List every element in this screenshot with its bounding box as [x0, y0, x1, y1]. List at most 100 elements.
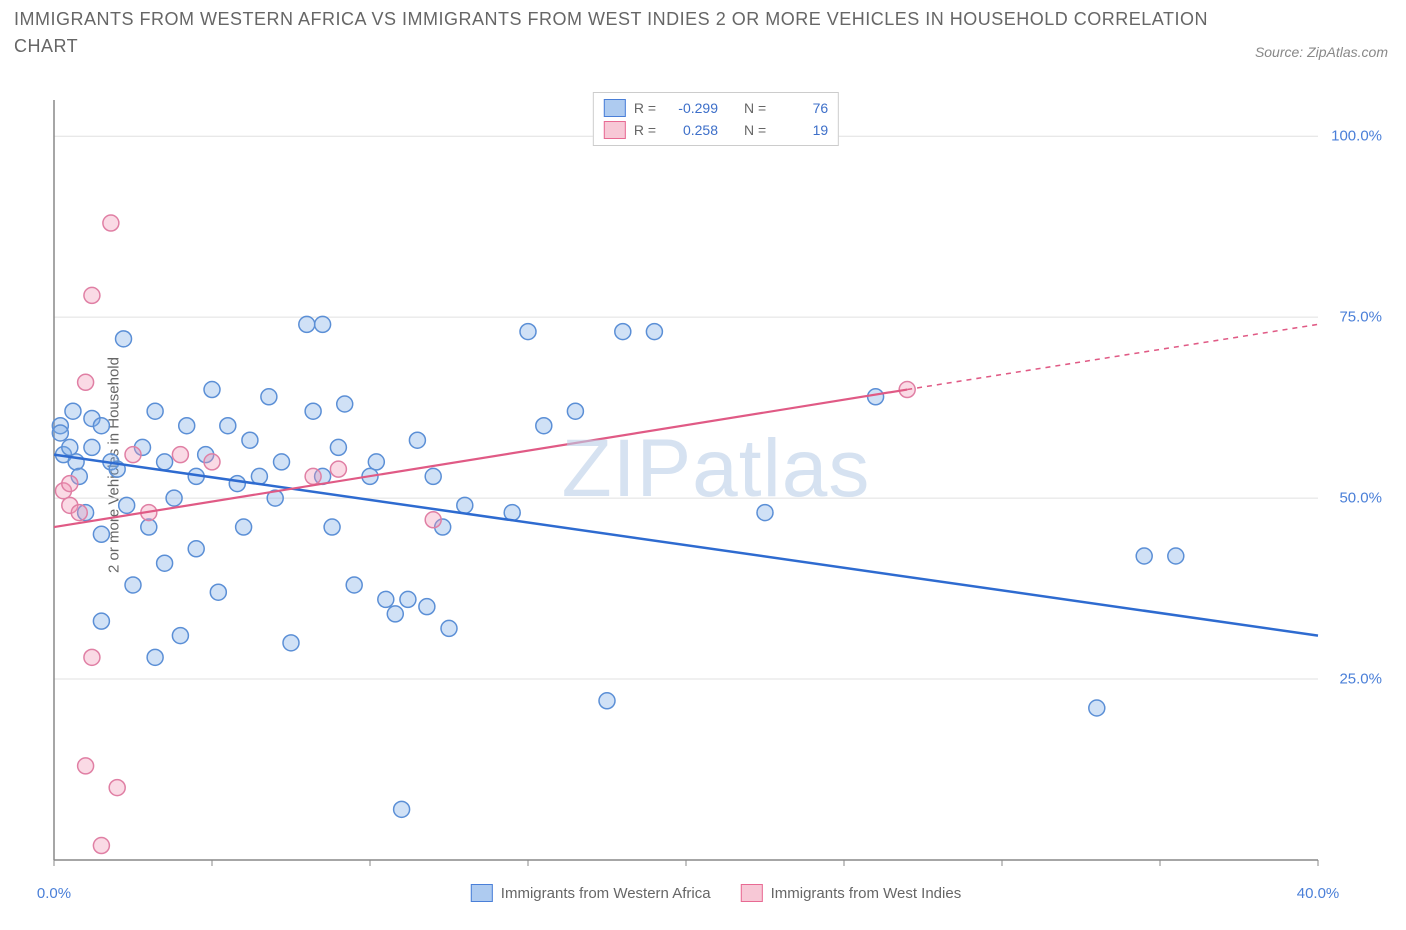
marker-wa: [157, 454, 173, 470]
marker-wi: [62, 476, 78, 492]
marker-wa: [283, 635, 299, 651]
marker-wi: [204, 454, 220, 470]
ytick-label: 50.0%: [1339, 490, 1382, 507]
marker-wi: [109, 780, 125, 796]
legend-label-wi: Immigrants from West Indies: [771, 885, 962, 902]
marker-wa: [330, 439, 346, 455]
marker-wa: [394, 801, 410, 817]
marker-wi: [78, 758, 94, 774]
scatter-chart: [44, 90, 1388, 880]
swatch-wi-bottom: [741, 884, 763, 902]
marker-wa: [147, 649, 163, 665]
marker-wi: [330, 461, 346, 477]
marker-wi: [305, 468, 321, 484]
n-label: N =: [744, 122, 766, 138]
marker-wa: [368, 454, 384, 470]
marker-wa: [305, 403, 321, 419]
trend-wa: [54, 455, 1318, 636]
marker-wi: [125, 447, 141, 463]
ytick-label: 100.0%: [1331, 128, 1382, 145]
marker-wa: [387, 606, 403, 622]
marker-wa: [599, 693, 615, 709]
legend-series: Immigrants from Western Africa Immigrant…: [471, 884, 961, 902]
marker-wa: [242, 432, 258, 448]
marker-wa: [166, 490, 182, 506]
marker-wa: [62, 439, 78, 455]
marker-wa: [172, 628, 188, 644]
marker-wa: [346, 577, 362, 593]
marker-wi: [84, 287, 100, 303]
n-label: N =: [744, 100, 766, 116]
legend-label-wa: Immigrants from Western Africa: [501, 885, 711, 902]
legend-row-wa: R = -0.299 N = 76: [604, 97, 828, 119]
marker-wa: [52, 425, 68, 441]
marker-wa: [251, 468, 267, 484]
marker-wa: [141, 519, 157, 535]
marker-wa: [125, 577, 141, 593]
marker-wa: [315, 316, 331, 332]
legend-item-wa: Immigrants from Western Africa: [471, 884, 711, 902]
xtick-label: 40.0%: [1297, 885, 1340, 902]
n-value-wa: 76: [774, 100, 828, 116]
marker-wa: [457, 497, 473, 513]
marker-wa: [324, 519, 340, 535]
marker-wa: [400, 591, 416, 607]
swatch-wa: [604, 99, 626, 117]
marker-wa: [261, 389, 277, 405]
marker-wa: [93, 613, 109, 629]
marker-wa: [179, 418, 195, 434]
marker-wa: [646, 324, 662, 340]
marker-wa: [93, 526, 109, 542]
marker-wi: [78, 374, 94, 390]
marker-wi: [84, 649, 100, 665]
marker-wa: [229, 476, 245, 492]
marker-wa: [868, 389, 884, 405]
marker-wa: [210, 584, 226, 600]
marker-wa: [419, 599, 435, 615]
marker-wa: [84, 439, 100, 455]
source-label: Source: ZipAtlas.com: [1255, 44, 1388, 60]
r-value-wa: -0.299: [664, 100, 718, 116]
marker-wa: [378, 591, 394, 607]
marker-wa: [520, 324, 536, 340]
r-label: R =: [634, 122, 656, 138]
marker-wa: [65, 403, 81, 419]
marker-wa: [1089, 700, 1105, 716]
marker-wa: [1168, 548, 1184, 564]
marker-wi: [172, 447, 188, 463]
marker-wa: [567, 403, 583, 419]
marker-wa: [93, 418, 109, 434]
marker-wa: [188, 541, 204, 557]
marker-wi: [103, 215, 119, 231]
marker-wi: [93, 838, 109, 854]
marker-wa: [1136, 548, 1152, 564]
marker-wa: [204, 382, 220, 398]
swatch-wi: [604, 121, 626, 139]
marker-wa: [504, 505, 520, 521]
marker-wa: [236, 519, 252, 535]
r-value-wi: 0.258: [664, 122, 718, 138]
marker-wa: [757, 505, 773, 521]
legend-row-wi: R = 0.258 N = 19: [604, 119, 828, 141]
chart-title: IMMIGRANTS FROM WESTERN AFRICA VS IMMIGR…: [14, 6, 1226, 60]
marker-wa: [157, 555, 173, 571]
n-value-wi: 19: [774, 122, 828, 138]
marker-wa: [116, 331, 132, 347]
r-label: R =: [634, 100, 656, 116]
trend-extrap-wi: [907, 324, 1318, 389]
swatch-wa-bottom: [471, 884, 493, 902]
marker-wa: [615, 324, 631, 340]
marker-wa: [337, 396, 353, 412]
ytick-label: 75.0%: [1339, 309, 1382, 326]
marker-wa: [220, 418, 236, 434]
marker-wa: [274, 454, 290, 470]
plot-area: ZIPatlas R = -0.299 N = 76 R = 0.258 N =…: [44, 90, 1388, 880]
legend-item-wi: Immigrants from West Indies: [741, 884, 962, 902]
legend-stats: R = -0.299 N = 76 R = 0.258 N = 19: [593, 92, 839, 146]
marker-wa: [536, 418, 552, 434]
xtick-label: 0.0%: [37, 885, 71, 902]
marker-wa: [299, 316, 315, 332]
marker-wa: [441, 620, 457, 636]
marker-wa: [119, 497, 135, 513]
marker-wa: [425, 468, 441, 484]
